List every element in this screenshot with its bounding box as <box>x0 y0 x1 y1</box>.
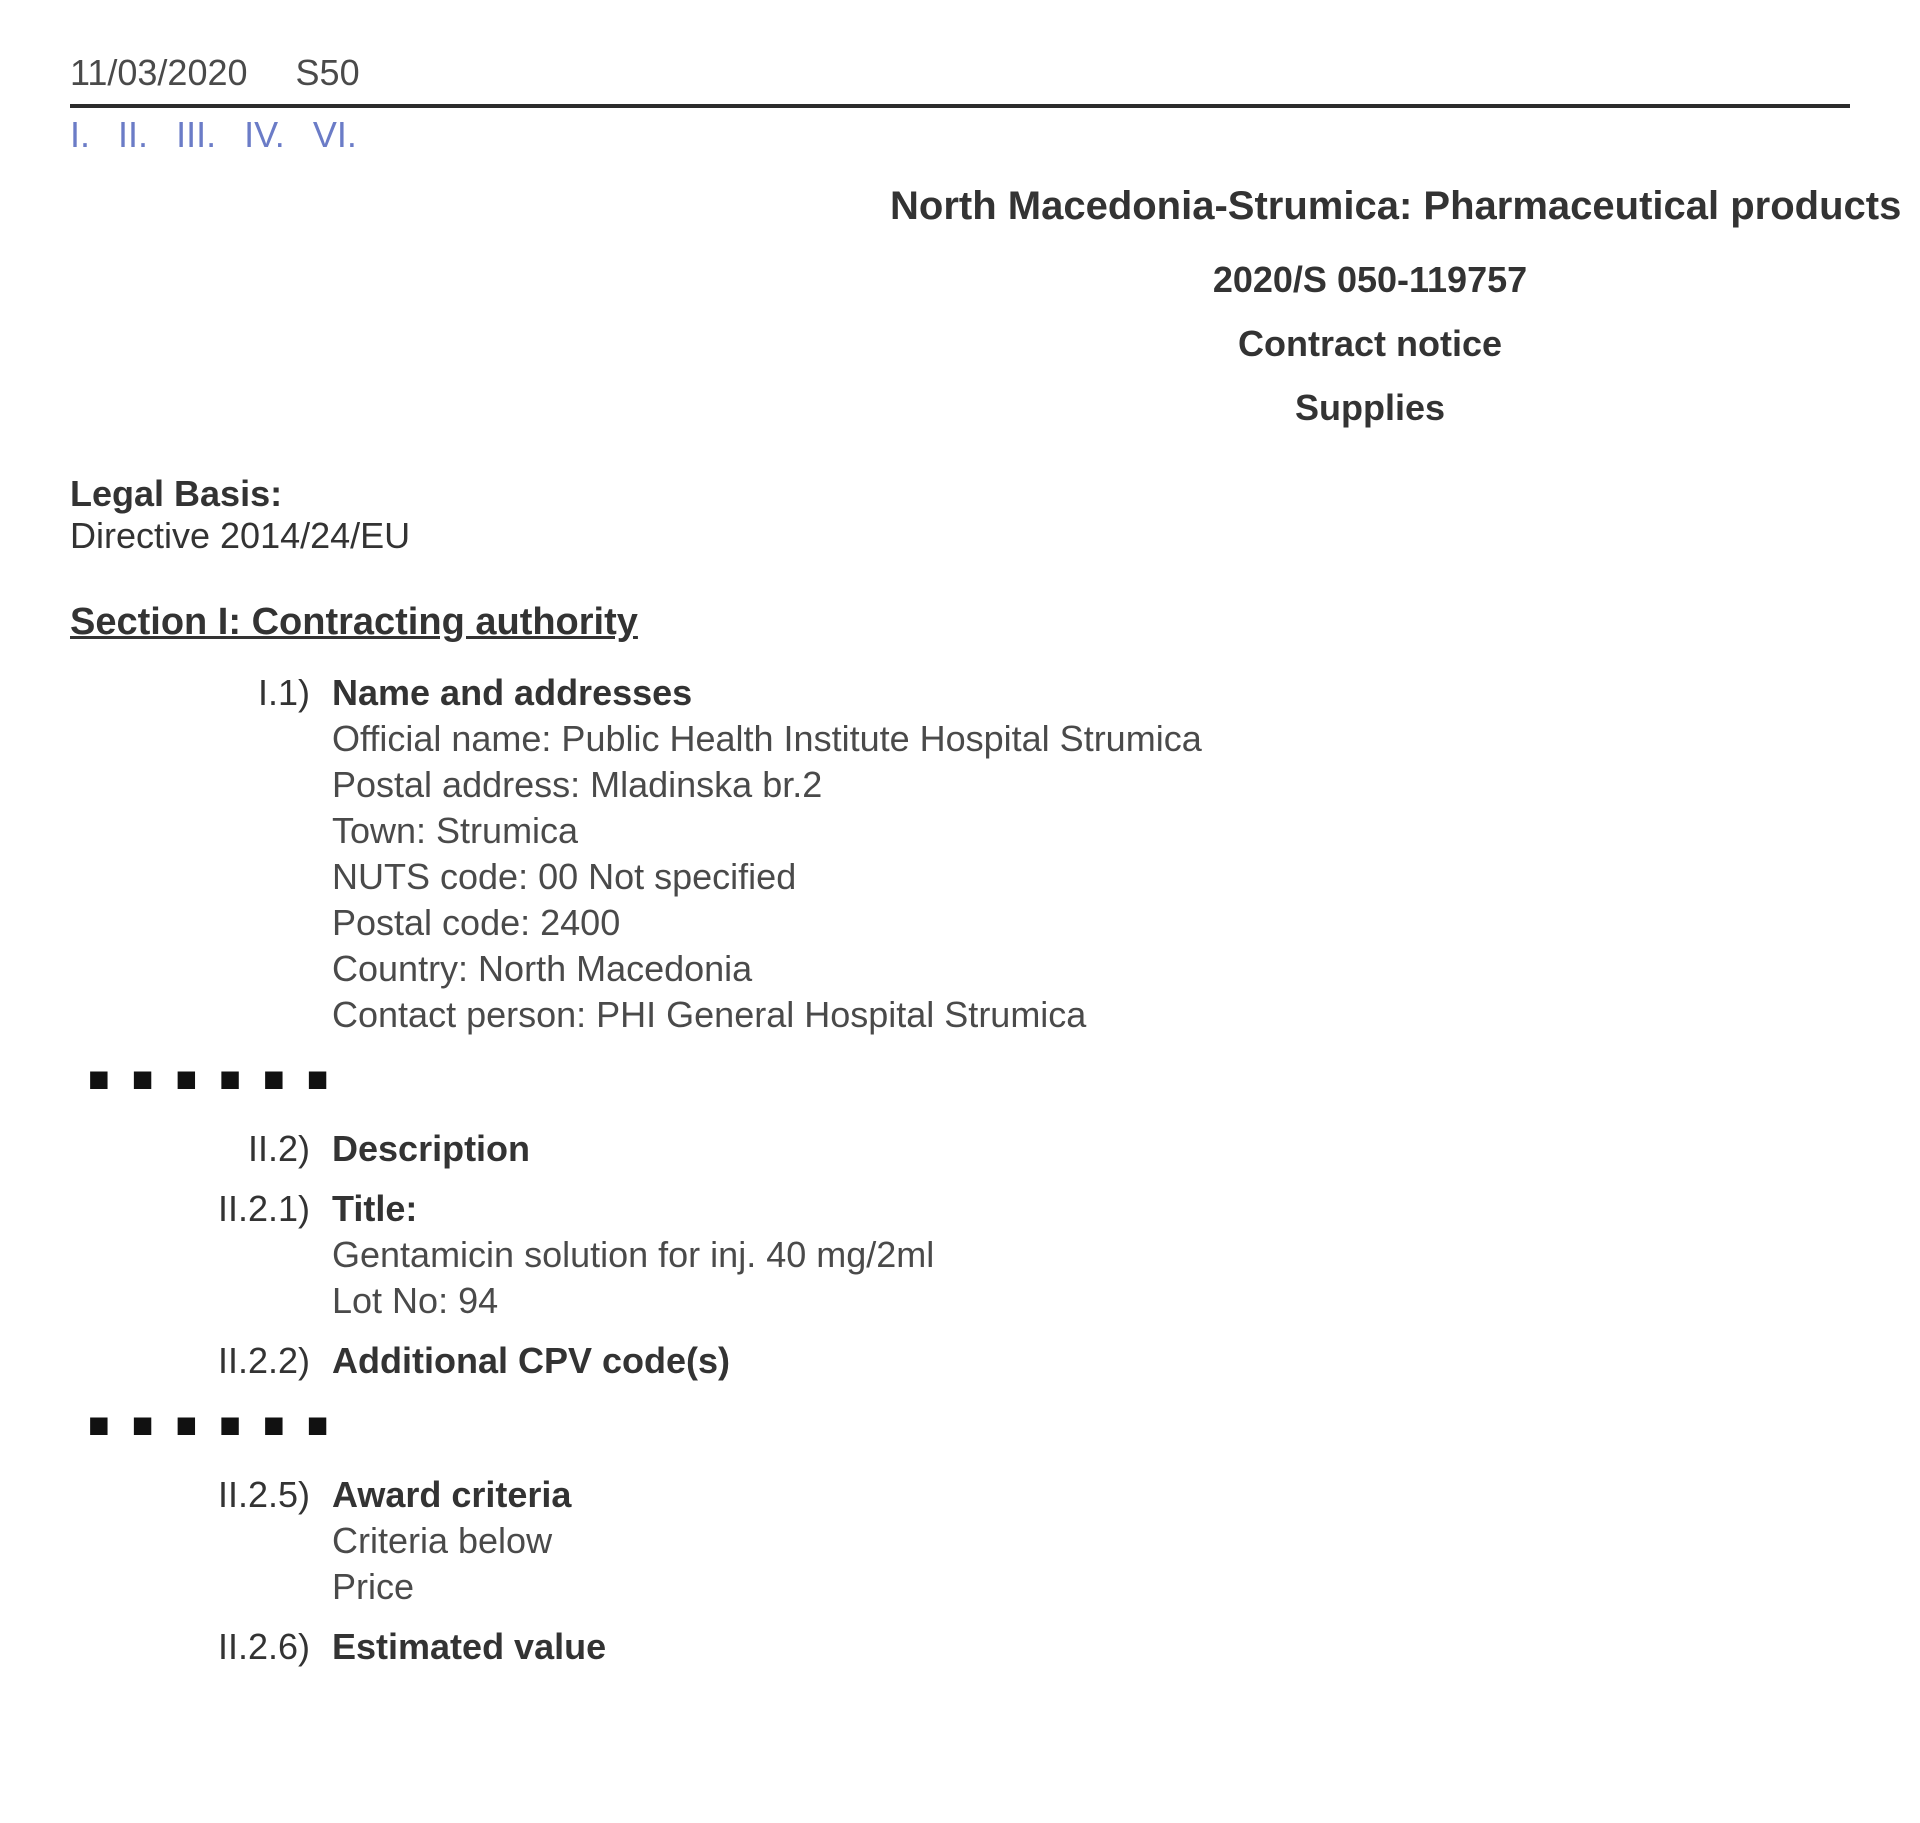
i1-contact-person: Contact person: PHI General Hospital Str… <box>332 994 1850 1036</box>
section-i-items: I.1) Name and addresses Official name: P… <box>70 672 1850 1040</box>
ii21-product: Gentamicin solution for inj. 40 mg/2ml <box>332 1234 1850 1276</box>
item-ii22: II.2.2) Additional CPV code(s) <box>70 1340 1850 1386</box>
item-i1-num: I.1) <box>70 672 332 714</box>
item-ii25: II.2.5) Award criteria Criteria below Pr… <box>70 1474 1850 1612</box>
i1-country: Country: North Macedonia <box>332 948 1850 990</box>
item-ii21-heading: Title: <box>332 1188 1850 1230</box>
section-i-header: Section I: Contracting authority <box>70 601 1850 644</box>
publication-date: 11/03/2020 <box>70 52 248 93</box>
item-ii2-num: II.2) <box>70 1128 332 1170</box>
nav-link-i[interactable]: I. <box>70 114 90 155</box>
notice-supply-type: Supplies <box>890 387 1850 429</box>
omission-marker-2: ■ ■ ■ ■ ■ ■ <box>88 1404 1850 1446</box>
notice-header: North Macedonia-Strumica: Pharmaceutical… <box>890 184 1850 429</box>
issue-number: S50 <box>296 52 360 93</box>
legal-basis: Legal Basis: Directive 2014/24/EU <box>70 473 1850 557</box>
section-ii-items: II.2) Description II.2.1) Title: Gentami… <box>70 1128 1850 1386</box>
notice-reference: 2020/S 050-119757 <box>890 259 1850 301</box>
item-ii21: II.2.1) Title: Gentamicin solution for i… <box>70 1188 1850 1326</box>
item-ii21-num: II.2.1) <box>70 1188 332 1230</box>
item-ii25-num: II.2.5) <box>70 1474 332 1516</box>
item-ii26-heading: Estimated value <box>332 1626 1850 1668</box>
item-ii25-heading: Award criteria <box>332 1474 1850 1516</box>
item-ii2-heading: Description <box>332 1128 1850 1170</box>
notice-type: Contract notice <box>890 323 1850 365</box>
legal-basis-value: Directive 2014/24/EU <box>70 515 1850 557</box>
i1-town: Town: Strumica <box>332 810 1850 852</box>
item-ii22-heading: Additional CPV code(s) <box>332 1340 1850 1382</box>
nav-link-ii[interactable]: II. <box>118 114 148 155</box>
section-ii-items-2: II.2.5) Award criteria Criteria below Pr… <box>70 1474 1850 1672</box>
item-ii2: II.2) Description <box>70 1128 1850 1174</box>
dateline: 11/03/2020 S50 <box>70 48 1850 104</box>
notice-title: North Macedonia-Strumica: Pharmaceutical… <box>890 184 1850 229</box>
omission-marker-1: ■ ■ ■ ■ ■ ■ <box>88 1058 1850 1100</box>
i1-postal-code: Postal code: 2400 <box>332 902 1850 944</box>
item-i1: I.1) Name and addresses Official name: P… <box>70 672 1850 1040</box>
notice-document: 11/03/2020 S50 I. II. III. IV. VI. North… <box>0 0 1920 1736</box>
nav-link-vi[interactable]: VI. <box>313 114 357 155</box>
ii25-criteria-below: Criteria below <box>332 1520 1850 1562</box>
nav-link-iv[interactable]: IV. <box>244 114 285 155</box>
nav-link-iii[interactable]: III. <box>176 114 216 155</box>
item-i1-heading: Name and addresses <box>332 672 1850 714</box>
item-ii26-num: II.2.6) <box>70 1626 332 1668</box>
item-ii22-num: II.2.2) <box>70 1340 332 1382</box>
ii21-lotno: Lot No: 94 <box>332 1280 1850 1322</box>
section-nav: I. II. III. IV. VI. <box>70 108 1850 174</box>
legal-basis-label: Legal Basis: <box>70 473 1850 515</box>
item-ii26: II.2.6) Estimated value <box>70 1626 1850 1672</box>
i1-postal-address: Postal address: Mladinska br.2 <box>332 764 1850 806</box>
ii25-price: Price <box>332 1566 1850 1608</box>
i1-nuts-code: NUTS code: 00 Not specified <box>332 856 1850 898</box>
i1-official-name: Official name: Public Health Institute H… <box>332 718 1850 760</box>
